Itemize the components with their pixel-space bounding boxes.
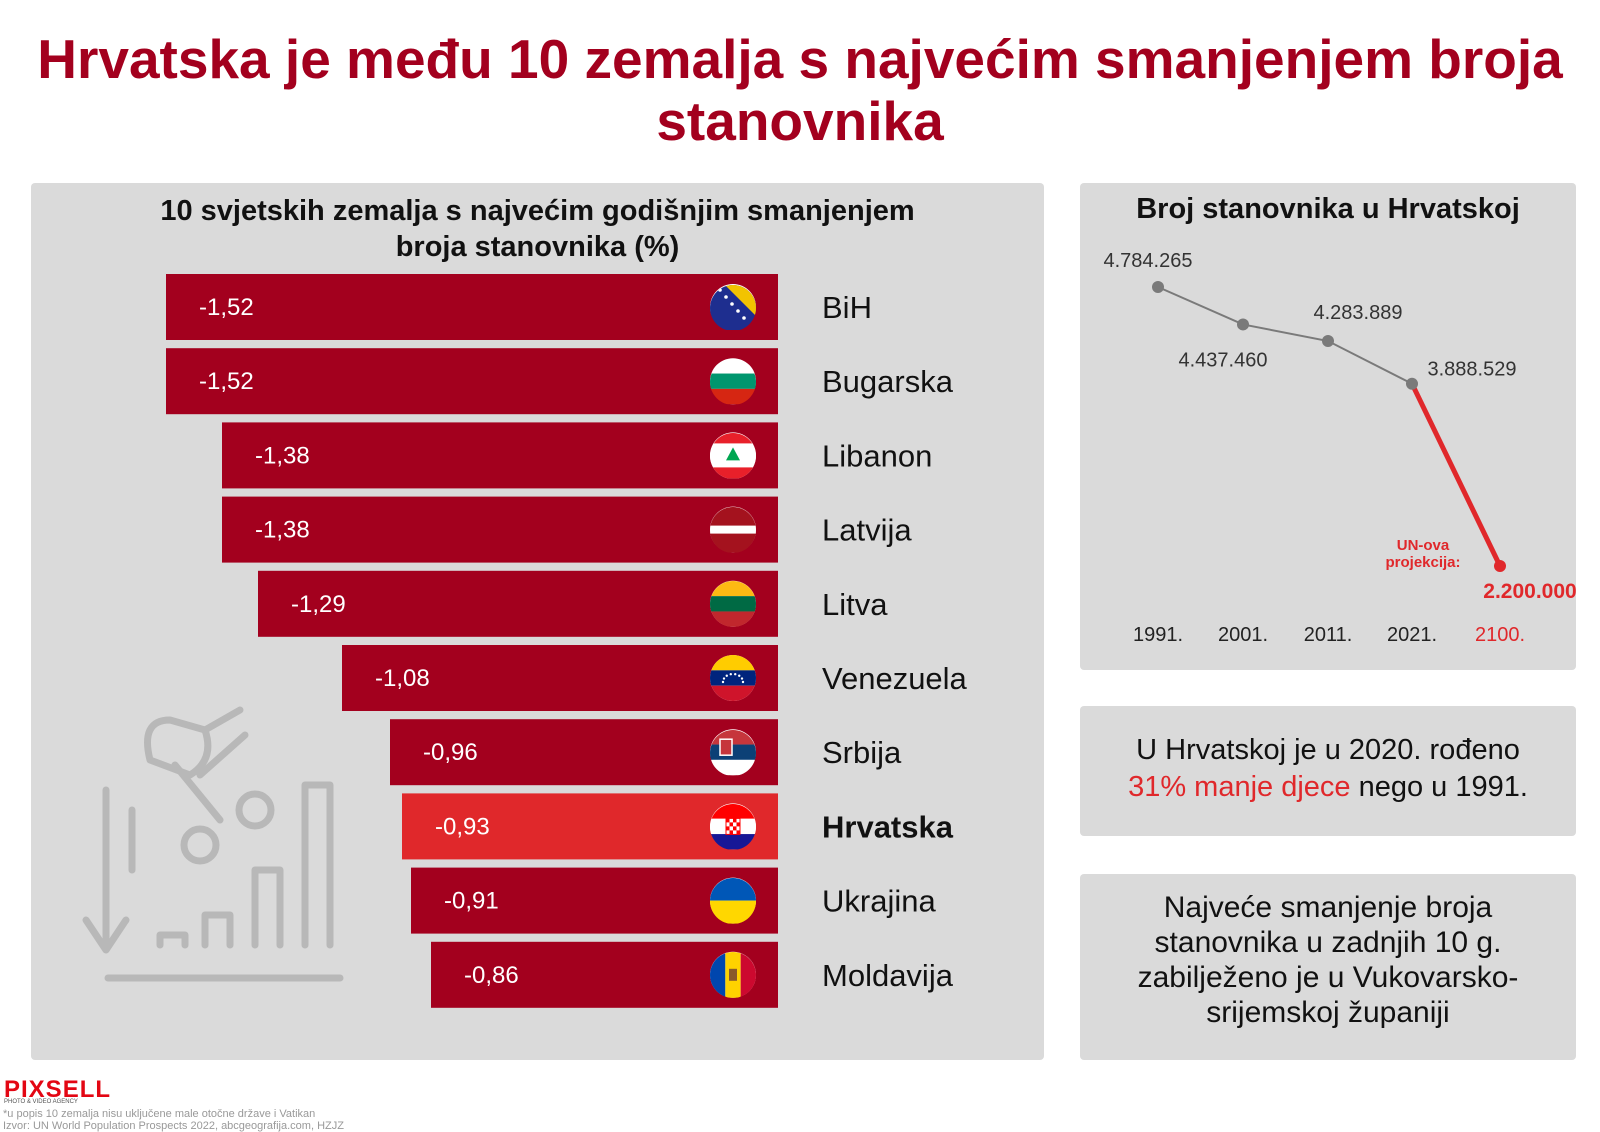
x-tick-label: 2100. xyxy=(1475,624,1525,646)
pixsell-tagline: PHOTO & VIDEO AGENCY xyxy=(4,1099,78,1105)
births-stat-panel: U Hrvatskoj je u 2020. rođeno 31% manje … xyxy=(1080,706,1576,836)
country-label: Venezuela xyxy=(822,661,968,696)
footnote-note: *u popis 10 zemalja nisu uključene male … xyxy=(3,1108,316,1120)
bulgaria-flag-icon xyxy=(710,359,756,405)
bar-value-label: -1,52 xyxy=(199,294,254,321)
births-stat-text: U Hrvatskoj je u 2020. rođeno 31% manje … xyxy=(1090,732,1566,806)
line-chart-panel: Broj stanovnika u Hrvatskoj xyxy=(1080,183,1576,670)
bar-value-label: -0,93 xyxy=(435,813,490,840)
decline-illustration-icon xyxy=(82,706,344,982)
bar-bugarska xyxy=(166,348,778,415)
pixsell-logo: PIXSELL xyxy=(4,1076,112,1103)
population-line xyxy=(1157,286,1413,385)
bar-litva xyxy=(258,570,778,637)
moldova-flag-icon xyxy=(710,952,756,998)
births-stat-part2: nego u 1991. xyxy=(1358,771,1528,803)
footnote-source: Izvor: UN World Population Prospects 202… xyxy=(3,1120,344,1132)
serbia-flag-icon xyxy=(710,730,756,776)
bar-value-label: -1,08 xyxy=(375,665,430,692)
point-value-label: 4.784.265 xyxy=(1104,250,1193,272)
line-chart-title: Broj stanovnika u Hrvatskoj xyxy=(1136,193,1520,225)
lithuania-flag-icon xyxy=(710,581,756,627)
lebanon-flag-icon xyxy=(710,433,756,479)
x-tick-label: 2001. xyxy=(1218,624,1268,646)
births-stat-part1: U Hrvatskoj je u 2020. rođeno xyxy=(1136,734,1520,766)
line-point xyxy=(1494,560,1506,572)
line-point xyxy=(1406,377,1418,390)
bar-chart-title-line1: 10 svjetskih zemalja s najvećim godišnji… xyxy=(160,195,915,227)
country-label: Ukrajina xyxy=(822,884,936,919)
x-tick-label: 2011. xyxy=(1304,624,1353,646)
projection-label: UN-ova projekcija: xyxy=(1385,537,1460,571)
country-label: Latvija xyxy=(822,513,912,548)
footnote: *u popis 10 zemalja nisu uključene male … xyxy=(3,1108,344,1132)
point-value-label: 3.888.529 xyxy=(1428,359,1517,381)
page-title: Hrvatska je među 10 zemalja s najvećim s… xyxy=(37,28,1563,152)
region-stat-text: Najveće smanjenje broja stanovnika u zad… xyxy=(1137,891,1519,1029)
projection-line xyxy=(1409,382,1503,568)
bar-venezuela xyxy=(342,645,778,711)
births-stat-highlight: 31% manje djece xyxy=(1128,771,1351,803)
bar-value-label: -0,86 xyxy=(464,962,519,989)
country-label: Hrvatska xyxy=(822,809,954,844)
country-label: Moldavija xyxy=(822,958,954,993)
region-stat-panel: Najveće smanjenje broja stanovnika u zad… xyxy=(1080,874,1576,1060)
bar-chart-title-line2: broja stanovnika (%) xyxy=(395,231,680,263)
country-label: BiH xyxy=(822,290,872,325)
line-point xyxy=(1237,318,1249,331)
bar-value-label: -1,38 xyxy=(255,517,310,544)
bar-value-label: -1,38 xyxy=(255,442,310,469)
line-point xyxy=(1322,335,1334,348)
line-point xyxy=(1152,281,1164,293)
venezuela-flag-icon xyxy=(710,655,756,701)
point-value-label: 4.283.889 xyxy=(1314,302,1403,324)
country-label: Libanon xyxy=(822,438,932,473)
bar-bih xyxy=(166,274,778,340)
country-label: Litva xyxy=(822,587,888,622)
croatia-flag-icon xyxy=(710,804,756,850)
bar-value-label: -0,91 xyxy=(444,888,499,915)
point-value-label: 2.200.000 xyxy=(1483,580,1576,603)
bar-latvija xyxy=(222,496,778,563)
latvia-flag-icon xyxy=(710,507,756,553)
bih-flag-icon xyxy=(710,285,756,330)
bar-libanon xyxy=(222,422,778,489)
country-label: Bugarska xyxy=(822,364,954,399)
bar-chart-title: 10 svjetskih zemalja s najvećim godišnji… xyxy=(31,193,1044,265)
x-tick-label: 2021. xyxy=(1387,624,1437,646)
point-value-label: 4.437.460 xyxy=(1179,349,1268,371)
bar-value-label: -0,96 xyxy=(423,739,478,766)
bar-value-label: -1,52 xyxy=(199,368,254,395)
ukraine-flag-icon xyxy=(710,878,756,924)
country-label: Srbija xyxy=(822,735,902,770)
x-tick-label: 1991. xyxy=(1133,624,1183,646)
bar-value-label: -1,29 xyxy=(291,591,346,618)
